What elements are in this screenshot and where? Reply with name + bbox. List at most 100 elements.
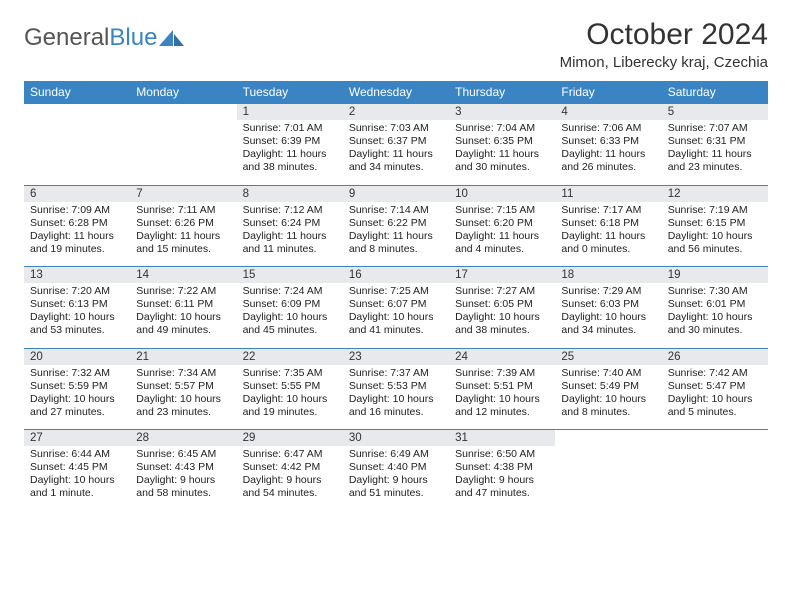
daylight-text: Daylight: 9 hours and 47 minutes. [455, 474, 549, 500]
day-number-cell: 29 [237, 430, 343, 447]
sunrise-text: Sunrise: 7:11 AM [136, 204, 230, 217]
daylight-text: Daylight: 10 hours and 49 minutes. [136, 311, 230, 337]
sunrise-text: Sunrise: 7:32 AM [30, 367, 124, 380]
day-detail-cell: Sunrise: 6:49 AMSunset: 4:40 PMDaylight:… [343, 446, 449, 511]
daylight-text: Daylight: 10 hours and 45 minutes. [243, 311, 337, 337]
day-detail-cell: Sunrise: 7:14 AMSunset: 6:22 PMDaylight:… [343, 202, 449, 267]
sunrise-text: Sunrise: 7:20 AM [30, 285, 124, 298]
day-detail-cell: Sunrise: 7:37 AMSunset: 5:53 PMDaylight:… [343, 365, 449, 430]
header: GeneralBlue October 2024 Mimon, Libereck… [24, 18, 768, 71]
day-number-row: 12345 [24, 104, 768, 121]
day-header: Wednesday [343, 81, 449, 104]
day-detail-cell: Sunrise: 7:24 AMSunset: 6:09 PMDaylight:… [237, 283, 343, 348]
logo-text-gray: General [24, 24, 109, 52]
day-number-cell: 3 [449, 104, 555, 121]
day-detail-cell: Sunrise: 7:27 AMSunset: 6:05 PMDaylight:… [449, 283, 555, 348]
sunrise-text: Sunrise: 6:45 AM [136, 448, 230, 461]
daylight-text: Daylight: 10 hours and 16 minutes. [349, 393, 443, 419]
sunset-text: Sunset: 6:26 PM [136, 217, 230, 230]
day-header: Sunday [24, 81, 130, 104]
day-detail-cell: Sunrise: 7:03 AMSunset: 6:37 PMDaylight:… [343, 120, 449, 185]
day-header: Tuesday [237, 81, 343, 104]
day-number-cell: 20 [24, 348, 130, 365]
sunset-text: Sunset: 4:38 PM [455, 461, 549, 474]
day-detail-cell: Sunrise: 7:29 AMSunset: 6:03 PMDaylight:… [555, 283, 661, 348]
day-detail-cell [24, 120, 130, 185]
daylight-text: Daylight: 10 hours and 23 minutes. [136, 393, 230, 419]
day-number-cell: 12 [662, 185, 768, 202]
day-detail-cell: Sunrise: 7:12 AMSunset: 6:24 PMDaylight:… [237, 202, 343, 267]
day-detail-row: Sunrise: 6:44 AMSunset: 4:45 PMDaylight:… [24, 446, 768, 511]
daylight-text: Daylight: 11 hours and 0 minutes. [561, 230, 655, 256]
sunset-text: Sunset: 6:31 PM [668, 135, 762, 148]
daylight-text: Daylight: 10 hours and 5 minutes. [668, 393, 762, 419]
sunset-text: Sunset: 6:24 PM [243, 217, 337, 230]
sunset-text: Sunset: 6:09 PM [243, 298, 337, 311]
day-header: Thursday [449, 81, 555, 104]
day-detail-cell: Sunrise: 7:11 AMSunset: 6:26 PMDaylight:… [130, 202, 236, 267]
day-detail-cell: Sunrise: 7:15 AMSunset: 6:20 PMDaylight:… [449, 202, 555, 267]
sunrise-text: Sunrise: 7:37 AM [349, 367, 443, 380]
daylight-text: Daylight: 10 hours and 41 minutes. [349, 311, 443, 337]
daylight-text: Daylight: 9 hours and 51 minutes. [349, 474, 443, 500]
sunset-text: Sunset: 5:47 PM [668, 380, 762, 393]
sunrise-text: Sunrise: 7:17 AM [561, 204, 655, 217]
day-number-cell: 25 [555, 348, 661, 365]
logo-text-blue: Blue [109, 24, 157, 52]
day-detail-cell: Sunrise: 7:20 AMSunset: 6:13 PMDaylight:… [24, 283, 130, 348]
day-number-cell: 22 [237, 348, 343, 365]
sunset-text: Sunset: 5:55 PM [243, 380, 337, 393]
sunset-text: Sunset: 6:37 PM [349, 135, 443, 148]
day-number-cell: 31 [449, 430, 555, 447]
sunrise-text: Sunrise: 7:29 AM [561, 285, 655, 298]
day-detail-cell: Sunrise: 6:47 AMSunset: 4:42 PMDaylight:… [237, 446, 343, 511]
day-detail-cell: Sunrise: 7:40 AMSunset: 5:49 PMDaylight:… [555, 365, 661, 430]
daylight-text: Daylight: 9 hours and 58 minutes. [136, 474, 230, 500]
sunrise-text: Sunrise: 7:30 AM [668, 285, 762, 298]
day-number-cell [130, 104, 236, 121]
sunset-text: Sunset: 4:40 PM [349, 461, 443, 474]
day-detail-cell: Sunrise: 7:17 AMSunset: 6:18 PMDaylight:… [555, 202, 661, 267]
day-number-cell: 6 [24, 185, 130, 202]
sunset-text: Sunset: 6:18 PM [561, 217, 655, 230]
sunrise-text: Sunrise: 7:07 AM [668, 122, 762, 135]
day-number-cell [662, 430, 768, 447]
day-number-cell: 4 [555, 104, 661, 121]
daylight-text: Daylight: 10 hours and 38 minutes. [455, 311, 549, 337]
sunset-text: Sunset: 5:51 PM [455, 380, 549, 393]
sunrise-text: Sunrise: 7:12 AM [243, 204, 337, 217]
day-number-cell: 17 [449, 267, 555, 284]
day-number-cell: 1 [237, 104, 343, 121]
day-number-cell: 16 [343, 267, 449, 284]
sunset-text: Sunset: 6:11 PM [136, 298, 230, 311]
day-number-cell: 9 [343, 185, 449, 202]
day-header: Monday [130, 81, 236, 104]
sunrise-text: Sunrise: 7:25 AM [349, 285, 443, 298]
day-number-cell: 11 [555, 185, 661, 202]
day-detail-cell: Sunrise: 7:30 AMSunset: 6:01 PMDaylight:… [662, 283, 768, 348]
sunrise-text: Sunrise: 7:34 AM [136, 367, 230, 380]
day-detail-cell: Sunrise: 7:42 AMSunset: 5:47 PMDaylight:… [662, 365, 768, 430]
day-number-cell: 30 [343, 430, 449, 447]
sunrise-text: Sunrise: 7:24 AM [243, 285, 337, 298]
daylight-text: Daylight: 11 hours and 30 minutes. [455, 148, 549, 174]
day-detail-cell: Sunrise: 7:09 AMSunset: 6:28 PMDaylight:… [24, 202, 130, 267]
day-number-cell: 19 [662, 267, 768, 284]
day-detail-cell: Sunrise: 7:19 AMSunset: 6:15 PMDaylight:… [662, 202, 768, 267]
sunrise-text: Sunrise: 6:49 AM [349, 448, 443, 461]
daylight-text: Daylight: 11 hours and 26 minutes. [561, 148, 655, 174]
sunset-text: Sunset: 5:59 PM [30, 380, 124, 393]
sunset-text: Sunset: 6:07 PM [349, 298, 443, 311]
sunrise-text: Sunrise: 7:42 AM [668, 367, 762, 380]
day-number-cell: 5 [662, 104, 768, 121]
sunset-text: Sunset: 6:03 PM [561, 298, 655, 311]
daylight-text: Daylight: 11 hours and 38 minutes. [243, 148, 337, 174]
sunrise-text: Sunrise: 7:14 AM [349, 204, 443, 217]
day-detail-cell [555, 446, 661, 511]
daylight-text: Daylight: 10 hours and 27 minutes. [30, 393, 124, 419]
daylight-text: Daylight: 11 hours and 19 minutes. [30, 230, 124, 256]
sunrise-text: Sunrise: 6:47 AM [243, 448, 337, 461]
sunrise-text: Sunrise: 7:03 AM [349, 122, 443, 135]
day-number-cell: 23 [343, 348, 449, 365]
sunrise-text: Sunrise: 7:39 AM [455, 367, 549, 380]
